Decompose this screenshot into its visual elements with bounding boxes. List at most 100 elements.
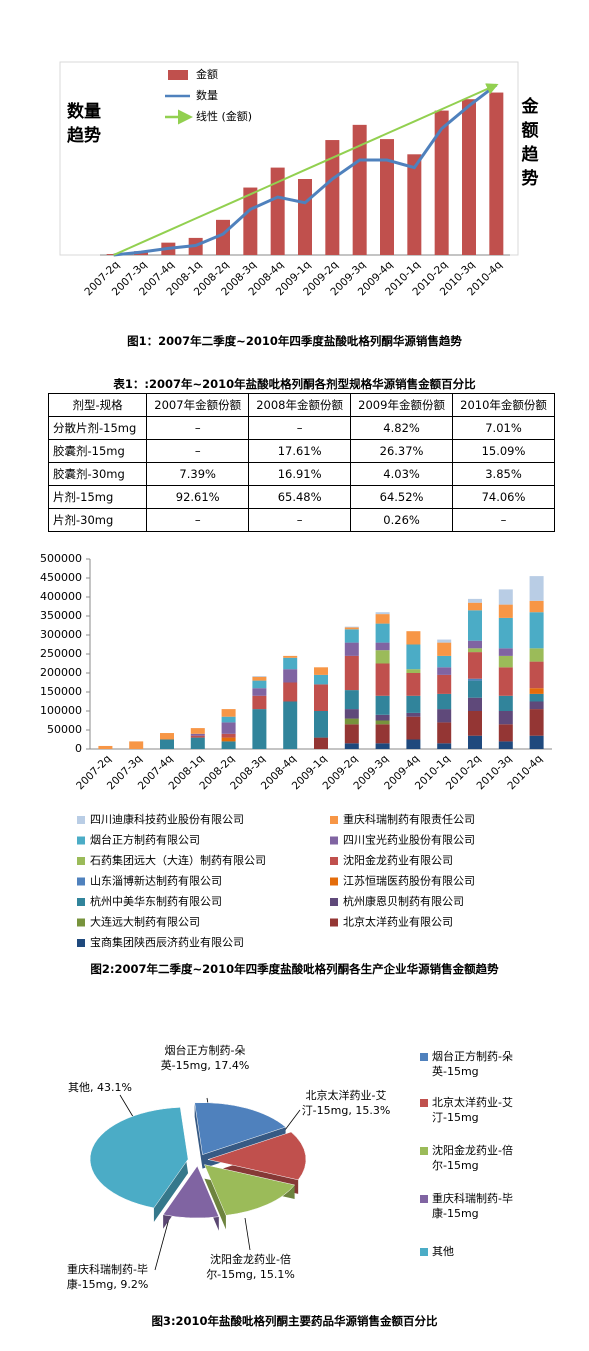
figure-caption: 图1：2007年二季度~2010年四季度盐酸吡格列酮华源销售趋势 <box>127 334 462 348</box>
bar-segment <box>498 667 513 696</box>
table-cell: – <box>146 416 250 440</box>
data-label: 其他, 43.1% <box>68 1081 132 1094</box>
table-cell: – <box>248 508 352 532</box>
bar-segment <box>190 728 205 734</box>
legend-label: 四川宝光药业股份有限公司 <box>343 833 475 847</box>
bar-segment <box>344 718 359 725</box>
legend-label: 大连远大制药有限公司 <box>90 915 200 929</box>
bar <box>462 99 476 255</box>
legend-label: 四川迪康科技药业股份有限公司 <box>90 812 244 826</box>
bar-segment <box>314 737 328 749</box>
table-cell: 片剂-15mg <box>47 485 148 509</box>
bar-segment <box>498 724 513 742</box>
table-cell: 15.09% <box>452 439 555 463</box>
data-label: 重庆科瑞制药-毕康-15mg, 9.2% <box>66 1263 149 1291</box>
bar-segment <box>406 712 421 717</box>
bar-segment <box>437 722 452 744</box>
bar-segment <box>529 661 544 689</box>
legend-label: 沈阳金龙药业-倍尔-15mg <box>432 1144 513 1172</box>
bar-segment <box>529 576 544 601</box>
bar <box>270 167 285 255</box>
bar-segment <box>375 642 390 651</box>
legend-label: 沈阳金龙药业有限公司 <box>343 853 453 867</box>
y-tick-label: 50000 <box>47 723 82 736</box>
table-row: 胶囊剂-15mg –17.61% 26.37% 15.09% <box>47 439 555 463</box>
legend-swatch <box>330 898 338 906</box>
bar-segment <box>468 680 482 698</box>
data-label: 沈阳金龙药业-倍尔-15mg, 15.1% <box>206 1253 295 1281</box>
bar-segment <box>283 655 298 658</box>
bar-segment <box>437 655 452 668</box>
bar-segment <box>160 733 174 740</box>
bar-segment <box>406 673 421 696</box>
legend-label: 北京太洋药业-艾汀-15mg <box>432 1096 513 1124</box>
legend-label: 烟台正方制药-朵英-15mg <box>432 1050 513 1078</box>
table-cell: – <box>146 439 250 463</box>
bar-segment <box>98 745 113 749</box>
legend-swatch <box>330 836 338 845</box>
table-cell: – <box>146 508 250 532</box>
bar-segment <box>375 695 390 715</box>
leader-line <box>284 1109 301 1131</box>
figure-caption: 图2:2007年二季度~2010年四季度盐酸吡格列酮各生产企业华源销售金额趋势 <box>90 962 499 976</box>
bar-segment <box>529 612 544 649</box>
bar-segment <box>437 693 452 710</box>
bar-segment <box>252 676 267 677</box>
bar-segment <box>314 667 328 675</box>
pie-slice <box>207 1131 307 1181</box>
bar-segment <box>437 709 452 723</box>
bar-segment <box>314 711 328 738</box>
y-tick-label: 150000 <box>40 685 82 698</box>
bar-segment <box>468 610 482 641</box>
legend-swatch <box>168 70 188 80</box>
legend-swatch <box>330 857 338 865</box>
pie-slice <box>162 1165 220 1219</box>
bar-segment <box>252 680 267 689</box>
table-cell: – <box>248 416 352 440</box>
bar-segment <box>375 663 390 696</box>
bar-segment <box>406 716 421 740</box>
bar-segment <box>252 709 267 749</box>
table-cell: 0.26% <box>350 508 454 532</box>
legend-swatch <box>420 1248 428 1256</box>
legend-swatch <box>330 877 338 886</box>
bar-segment <box>344 642 359 656</box>
table-cell: 4.03% <box>350 462 454 486</box>
leader-line <box>119 1094 136 1121</box>
table-title: 表1：:2007年~2010年盐酸吡格列酮各剂型规格华源销售金额百分比 <box>113 377 476 391</box>
bar-segment <box>129 741 144 749</box>
bar-segment <box>221 709 236 717</box>
bar-segment <box>437 674 452 694</box>
figure-caption: 图3:2010年盐酸吡格列酮主要药品华源销售金额百分比 <box>151 1314 438 1328</box>
bar-segment <box>437 743 452 749</box>
header-cell: 剂型-规格 <box>47 393 148 417</box>
bar-segment <box>252 695 267 710</box>
bar <box>434 110 449 255</box>
data-label: 烟台正方制药-朵英-15mg, 17.4% <box>160 1044 250 1072</box>
y-tick-label: 400000 <box>40 590 82 603</box>
bar-segment <box>529 709 544 736</box>
bar-segment <box>437 642 452 656</box>
pie-slice <box>203 1164 296 1216</box>
legend-label: 其他 <box>432 1245 454 1258</box>
table-cell: 17.61% <box>248 439 352 463</box>
bar-segment <box>468 652 482 679</box>
table-row: 胶囊剂-30mg 7.39% 16.91% 4.03% 3.85% <box>47 462 555 486</box>
bar-segment <box>190 735 205 738</box>
bar-segment <box>283 669 298 683</box>
bar-segment <box>529 688 544 694</box>
bar-segment <box>344 709 359 719</box>
bar-segment <box>498 711 513 725</box>
bar-segment <box>468 697 482 711</box>
left-axis-title: 数量趋势 <box>67 102 101 146</box>
table-cell: 片剂-30mg <box>47 508 148 532</box>
bar-segment <box>283 682 298 702</box>
legend-label: 江苏恒瑞医药股份有限公司 <box>343 874 475 888</box>
bar-segment <box>160 739 174 749</box>
bar-segment <box>529 735 544 749</box>
bar-segment <box>283 657 298 670</box>
table-cell: 16.91% <box>248 462 352 486</box>
bar-segment <box>375 614 390 624</box>
